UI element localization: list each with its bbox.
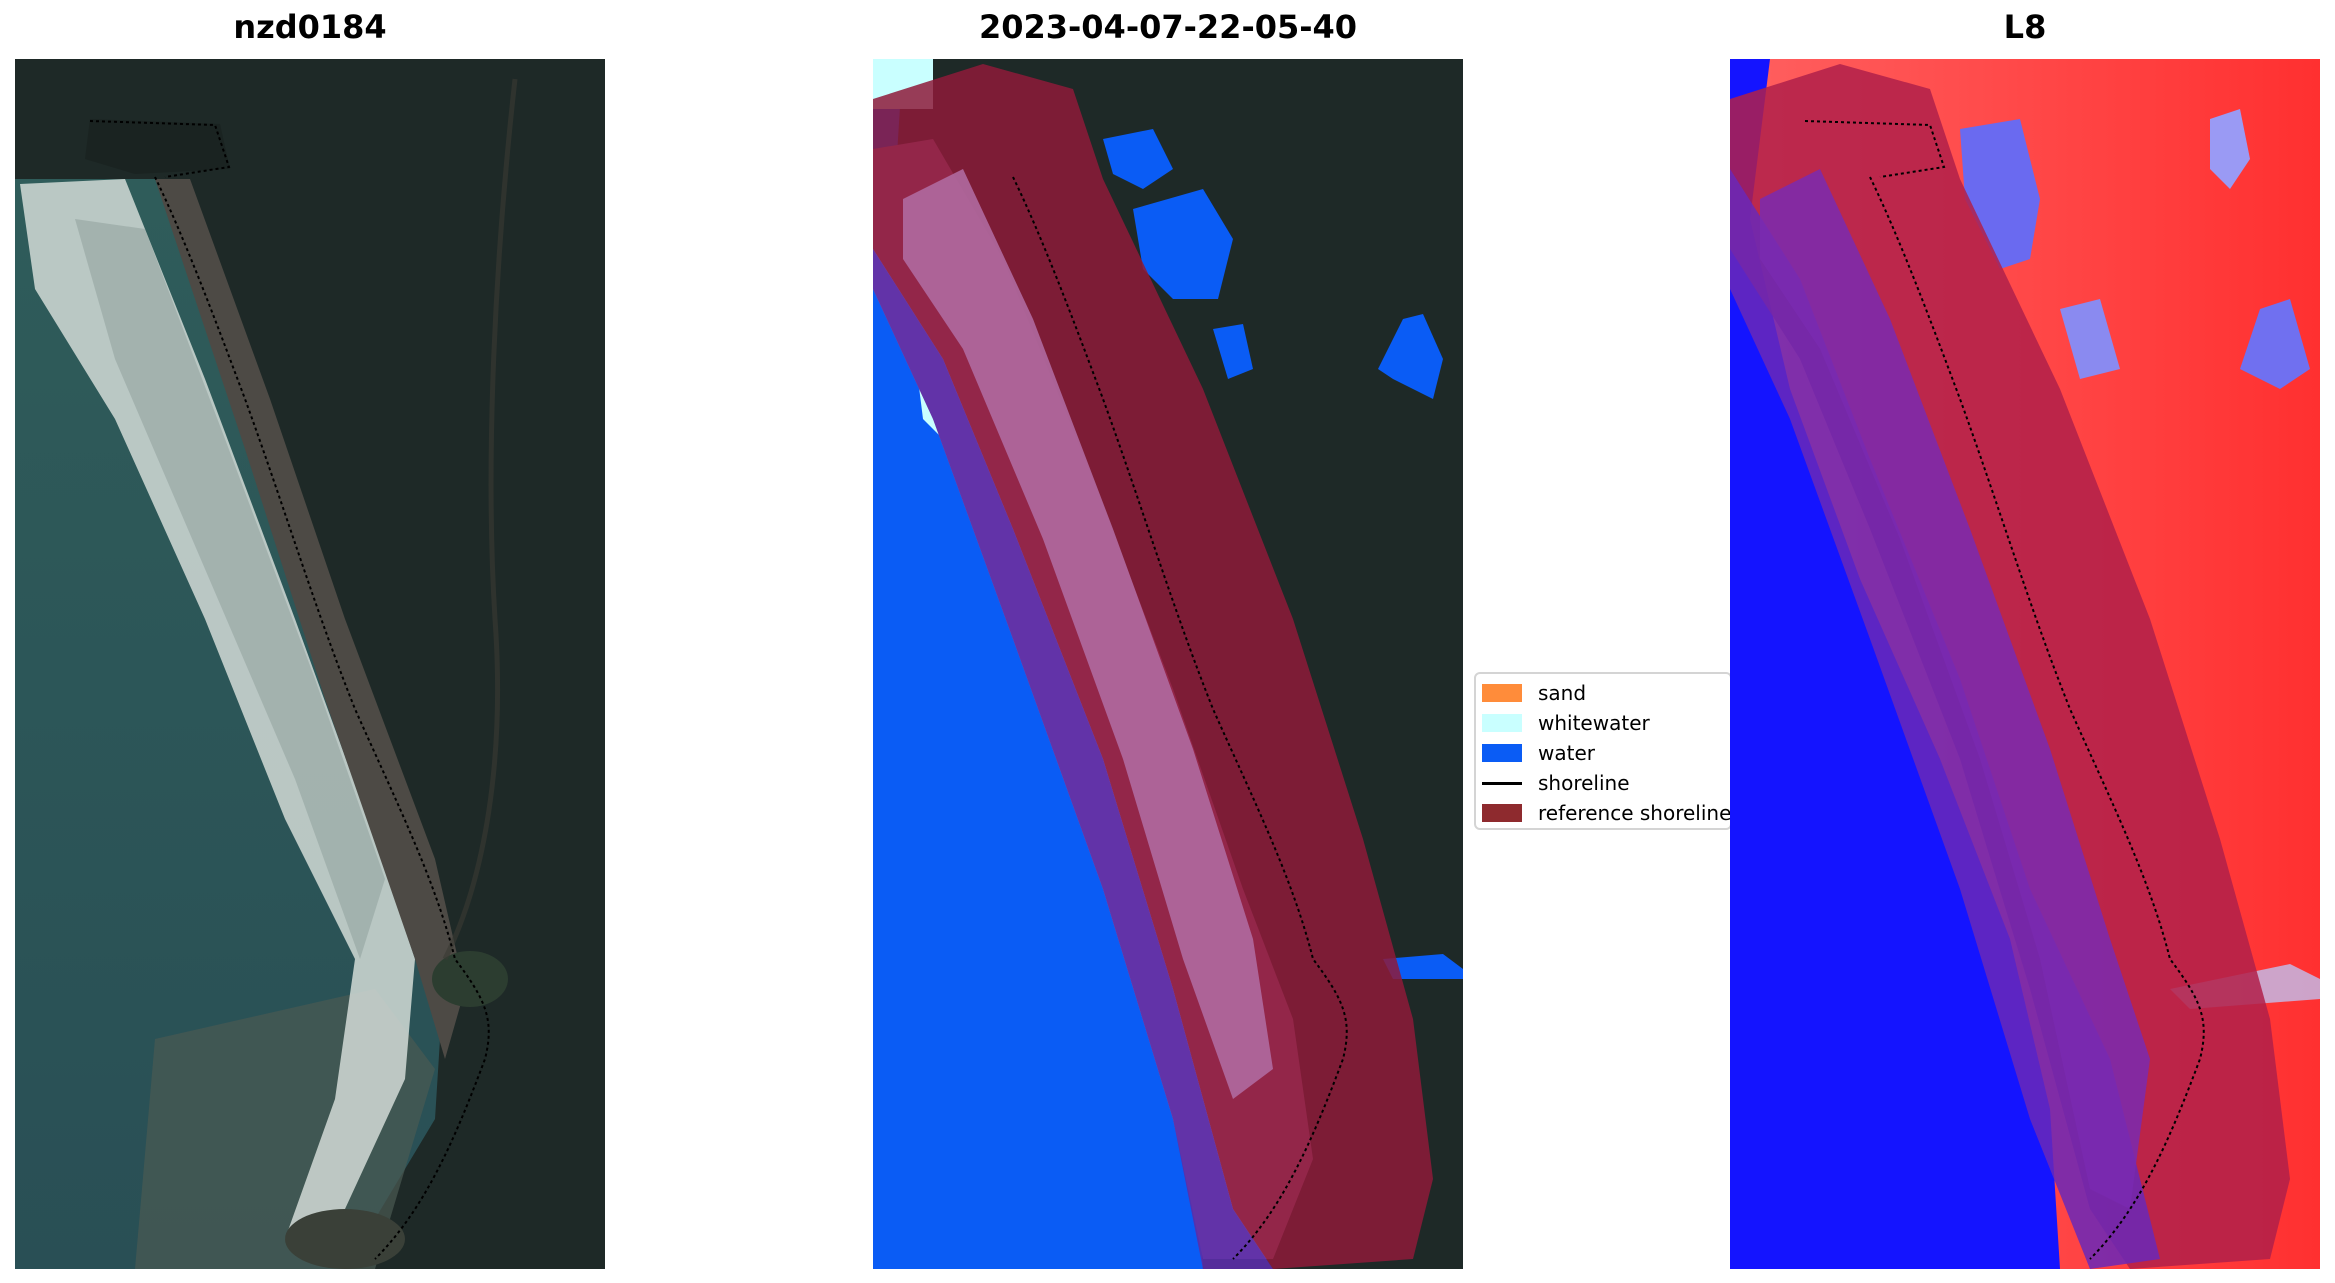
legend-item-shoreline: shoreline bbox=[1482, 768, 1630, 798]
rgb-satellite-image bbox=[15, 59, 605, 1269]
legend-swatch-sand bbox=[1482, 684, 1522, 702]
classification-image bbox=[873, 59, 1463, 1269]
legend-label-shoreline: shoreline bbox=[1538, 771, 1630, 795]
index-panel bbox=[1730, 59, 2320, 1269]
legend-item-sand: sand bbox=[1482, 678, 1586, 708]
rgb-image-panel bbox=[15, 59, 605, 1269]
legend-swatch-whitewater bbox=[1482, 714, 1522, 732]
panel-title-index: L8 bbox=[2003, 8, 2047, 46]
legend-item-whitewater: whitewater bbox=[1482, 708, 1650, 738]
panel-title-classification: 2023-04-07-22-05-40 bbox=[978, 8, 1358, 46]
legend-item-reference-shoreline: reference shoreline bbox=[1482, 798, 1732, 828]
legend-swatch-water bbox=[1482, 744, 1522, 762]
legend-swatch-shoreline bbox=[1482, 781, 1522, 785]
legend-item-water: water bbox=[1482, 738, 1595, 768]
legend: sand whitewater water shoreline referenc… bbox=[1474, 672, 1732, 830]
legend-label-reference-shoreline: reference shoreline bbox=[1538, 801, 1732, 825]
legend-swatch-reference-shoreline bbox=[1482, 804, 1522, 822]
panel-title-rgb: nzd0184 bbox=[233, 8, 387, 46]
legend-label-sand: sand bbox=[1538, 681, 1587, 705]
legend-label-water: water bbox=[1538, 741, 1595, 765]
index-image bbox=[1730, 59, 2320, 1269]
legend-label-whitewater: whitewater bbox=[1538, 711, 1650, 735]
classification-panel bbox=[873, 59, 1463, 1269]
